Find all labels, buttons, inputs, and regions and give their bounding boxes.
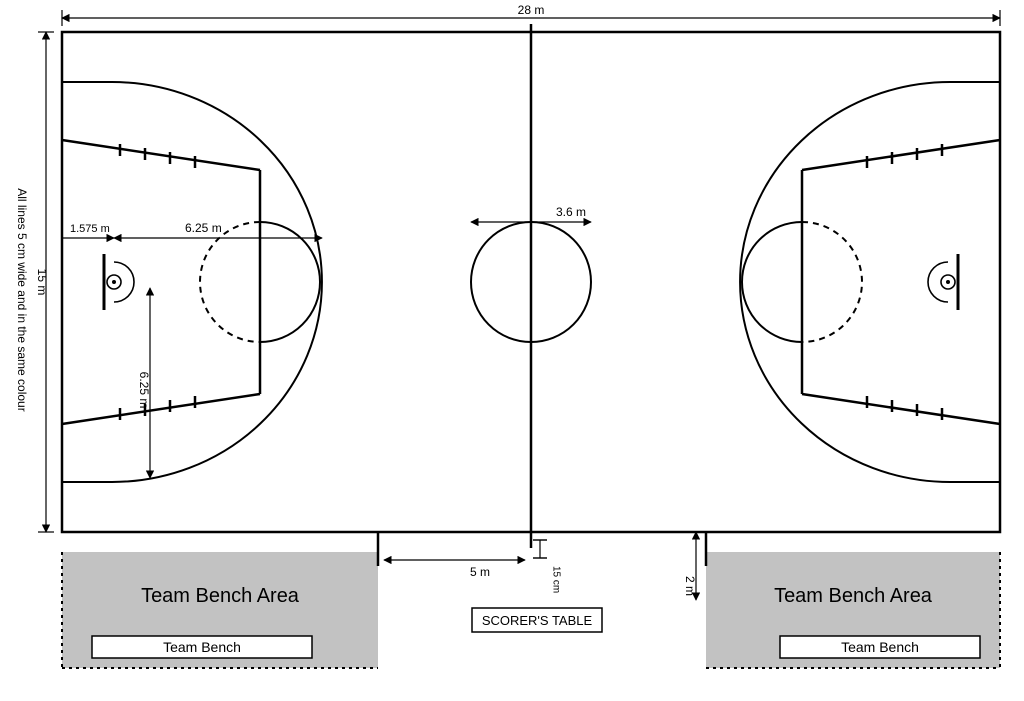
dim-bench-depth: 2 m xyxy=(683,532,697,600)
right-half xyxy=(740,82,1000,482)
bench-area-left: Team Bench Area Team Bench xyxy=(62,552,378,668)
svg-text:6.25 m: 6.25 m xyxy=(137,372,151,409)
bench-area-label-right: Team Bench Area xyxy=(774,585,933,607)
dim-hoop-inset: 1.575 m xyxy=(62,223,114,238)
basketball-court-diagram: { "canvas": { "width": 1024, "height": 7… xyxy=(0,0,1024,701)
bench-area-label-left: Team Bench Area xyxy=(141,585,300,607)
bench-label-right: Team Bench xyxy=(841,639,919,655)
dim-top-length: 28 m xyxy=(62,3,1000,26)
bench-area-right: Team Bench Area Team Bench xyxy=(706,552,1000,668)
three-point-arc-right xyxy=(740,82,950,482)
bench-label-left: Team Bench xyxy=(163,639,241,655)
left-half xyxy=(62,82,322,482)
svg-text:15 m: 15 m xyxy=(35,269,49,296)
svg-text:2 m: 2 m xyxy=(683,576,697,596)
svg-text:1.575 m: 1.575 m xyxy=(70,223,110,235)
three-point-arc-left xyxy=(112,82,322,482)
svg-text:28 m: 28 m xyxy=(518,3,545,17)
dim-left-width: 15 m xyxy=(35,32,54,532)
line-width-note: All lines 5 cm wide and in the same colo… xyxy=(15,188,29,411)
svg-text:3.6 m: 3.6 m xyxy=(556,205,586,219)
svg-text:5 m: 5 m xyxy=(470,565,490,579)
dim-scorer-offset: 15 cm xyxy=(540,540,562,593)
dim-hoop-to-3pt: 6.25 m xyxy=(137,288,151,478)
svg-text:6.25 m: 6.25 m xyxy=(185,221,222,235)
dim-front-gap: 5 m xyxy=(384,560,525,579)
svg-text:SCORER'S TABLE: SCORER'S TABLE xyxy=(482,613,593,628)
svg-text:15 cm: 15 cm xyxy=(551,566,562,593)
scorers-table: SCORER'S TABLE xyxy=(472,608,602,632)
court-svg: Team Bench Area Team Bench Team Bench Ar… xyxy=(0,0,1024,701)
